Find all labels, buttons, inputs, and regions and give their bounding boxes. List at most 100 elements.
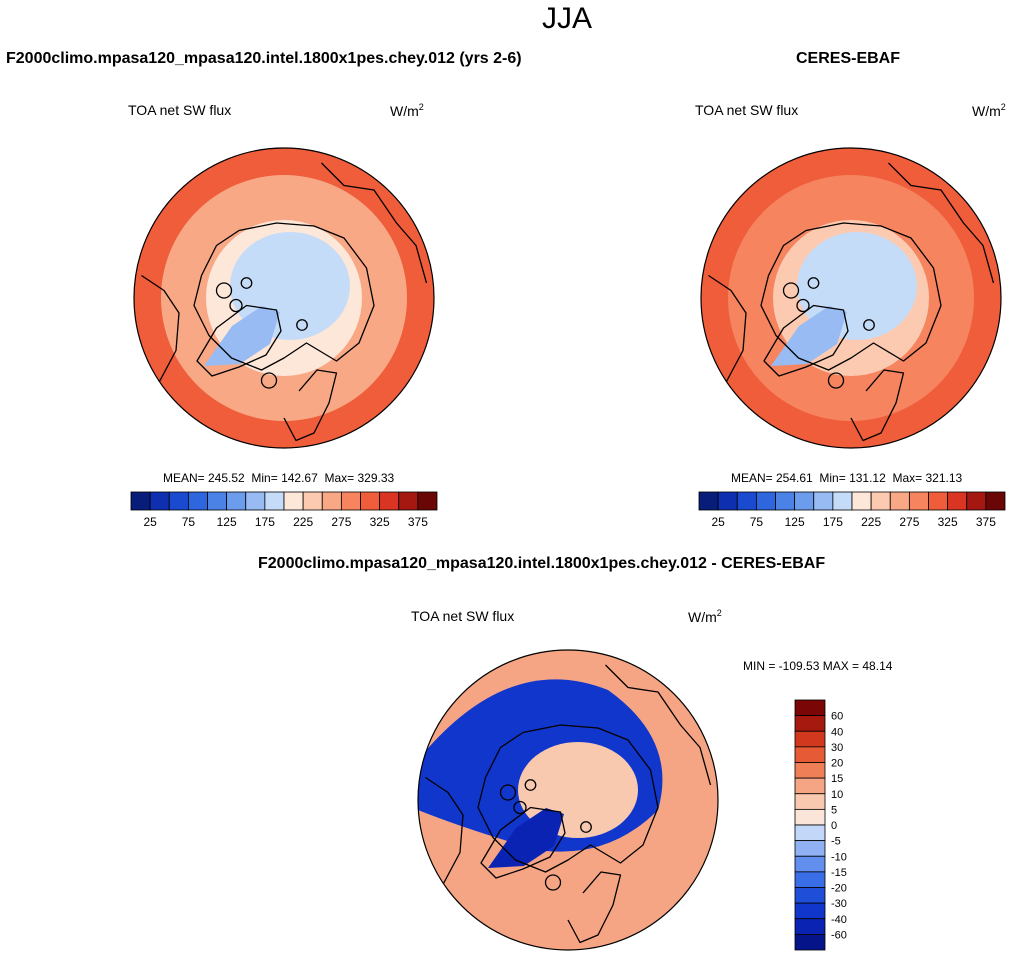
map-clip-group bbox=[701, 148, 1001, 448]
colorbar-swatch bbox=[794, 777, 826, 795]
colorbar-swatch bbox=[379, 491, 400, 511]
colorbar-tick-label: -40 bbox=[831, 914, 847, 926]
colorbar-swatch bbox=[889, 491, 910, 511]
colorbar-tick-label: -10 bbox=[831, 851, 847, 863]
colorbar-swatch bbox=[794, 840, 826, 857]
model-polar-map bbox=[133, 147, 435, 449]
obs-units-label: W/m2 bbox=[972, 102, 1006, 119]
colorbar-swatch bbox=[187, 491, 208, 511]
colorbar-swatch bbox=[928, 491, 949, 511]
diff-panel-title: F2000climo.mpasa120_mpasa120.intel.1800x… bbox=[258, 555, 826, 572]
colorbar-swatch bbox=[698, 491, 719, 511]
colorbar-swatch bbox=[870, 491, 891, 511]
obs-colorbar: 25 75 125 175 225 275 325 375 bbox=[698, 491, 1006, 529]
diff-units-label: W/m2 bbox=[688, 608, 722, 625]
units-base: W/m bbox=[972, 103, 1001, 119]
colorbar-swatch bbox=[302, 491, 323, 511]
colorbar-swatch bbox=[794, 824, 826, 842]
colorbar-tick-label: 125 bbox=[785, 515, 805, 529]
map-clip-group bbox=[134, 148, 434, 448]
model-min: Min= 142.67 bbox=[251, 471, 318, 485]
colorbar-tick-label: 275 bbox=[899, 515, 919, 529]
obs-mean: MEAN= 254.61 bbox=[731, 471, 813, 485]
diff-colorbar: 60 40 30 20 15 10 5 0 -5 -10 -15 -20 -30 -40 -60 bbox=[794, 699, 847, 951]
colorbar-swatch bbox=[794, 762, 826, 779]
coastline-island bbox=[229, 298, 243, 313]
colorbar-tick-label: 5 bbox=[831, 804, 837, 816]
colorbar-swatch bbox=[794, 902, 826, 920]
coastline-asia bbox=[888, 162, 995, 284]
season-title: JJA bbox=[541, 2, 592, 35]
colorbar-swatch bbox=[321, 491, 342, 511]
colorbar-swatch bbox=[717, 491, 738, 511]
colorbar-swatch bbox=[245, 491, 266, 511]
colorbar-swatch bbox=[264, 491, 285, 511]
colorbar-swatch bbox=[340, 491, 361, 511]
colorbar-swatch bbox=[794, 746, 826, 763]
model-mean: MEAN= 245.52 bbox=[163, 471, 245, 485]
colorbar-swatch bbox=[947, 491, 968, 511]
map-boundary bbox=[133, 147, 435, 449]
colorbar-swatch bbox=[398, 491, 419, 511]
colorbar-tick-label: 75 bbox=[750, 515, 764, 529]
colorbar-swatch bbox=[360, 491, 381, 511]
coastline-europe bbox=[567, 871, 622, 944]
colorbar-swatch bbox=[283, 491, 304, 511]
coastline-island bbox=[524, 779, 537, 791]
coastline-island bbox=[807, 277, 820, 289]
colorbar-swatch bbox=[908, 491, 929, 511]
colorbar-tick-label: 40 bbox=[831, 726, 843, 738]
colorbar-swatch bbox=[813, 491, 834, 511]
model-variable-label: TOA net SW flux bbox=[128, 102, 232, 118]
colorbar-swatch bbox=[794, 715, 826, 732]
colorbar-tick-label: -60 bbox=[831, 929, 847, 941]
obs-max: Max= 321.13 bbox=[892, 471, 963, 485]
colorbar-tick-label: 175 bbox=[823, 515, 843, 529]
colorbar-tick-label: -30 bbox=[831, 898, 847, 910]
coastline-greenland bbox=[763, 304, 849, 377]
colorbar-swatch bbox=[832, 491, 853, 511]
field-greenland bbox=[771, 306, 847, 366]
map-boundary bbox=[700, 147, 1002, 449]
coastline-greenland bbox=[196, 304, 282, 377]
coastline-north-america bbox=[708, 274, 747, 396]
colorbar-swatch bbox=[966, 491, 987, 511]
model-max: Max= 329.33 bbox=[324, 471, 395, 485]
coastline-north-america bbox=[141, 274, 180, 396]
field-greenland bbox=[488, 808, 564, 868]
coastline-greenland bbox=[480, 806, 566, 879]
colorbar-tick-label: 375 bbox=[976, 515, 996, 529]
colorbar-tick-label: 225 bbox=[293, 515, 313, 529]
colorbar-tick-label: 125 bbox=[217, 515, 237, 529]
obs-stats: MEAN= 254.61 Min= 131.12 Max= 321.13 bbox=[731, 471, 962, 485]
coastline-island bbox=[796, 298, 810, 313]
colorbar-tick-label: 0 bbox=[831, 820, 837, 832]
colorbar-tick-label: -15 bbox=[831, 867, 847, 879]
diff-minmax: MIN = -109.53 MAX = 48.14 bbox=[743, 659, 893, 673]
coastline-island bbox=[827, 372, 845, 389]
colorbar-tick-label: 375 bbox=[408, 515, 428, 529]
colorbar-tick-label: 25 bbox=[711, 515, 725, 529]
model-colorbar: 25 75 125 175 225 275 325 375 bbox=[130, 491, 438, 529]
coastline-asia bbox=[321, 162, 428, 284]
map-clip-group bbox=[418, 650, 718, 950]
colorbar-swatch bbox=[794, 871, 826, 888]
coastline-europe bbox=[850, 369, 905, 442]
obs-variable-label: TOA net SW flux bbox=[695, 102, 799, 118]
units-exponent: 2 bbox=[716, 608, 722, 618]
units-exponent: 2 bbox=[1000, 102, 1006, 112]
colorbar-swatch bbox=[794, 933, 826, 951]
colorbar-swatch bbox=[755, 491, 776, 511]
colorbar-tick-label: 225 bbox=[861, 515, 881, 529]
coastline-island bbox=[863, 319, 875, 331]
coastline-island bbox=[240, 277, 253, 289]
colorbar-tick-label: 75 bbox=[182, 515, 196, 529]
coastline-arctic bbox=[760, 222, 942, 371]
colorbar-swatch bbox=[794, 918, 826, 935]
coastline-island bbox=[580, 821, 592, 833]
colorbar-swatch bbox=[851, 491, 872, 511]
obs-panel-title: CERES-EBAF bbox=[796, 50, 901, 67]
colorbar-swatch bbox=[794, 699, 826, 717]
colorbar-swatch bbox=[130, 491, 151, 511]
coastline-north-america bbox=[425, 776, 464, 898]
